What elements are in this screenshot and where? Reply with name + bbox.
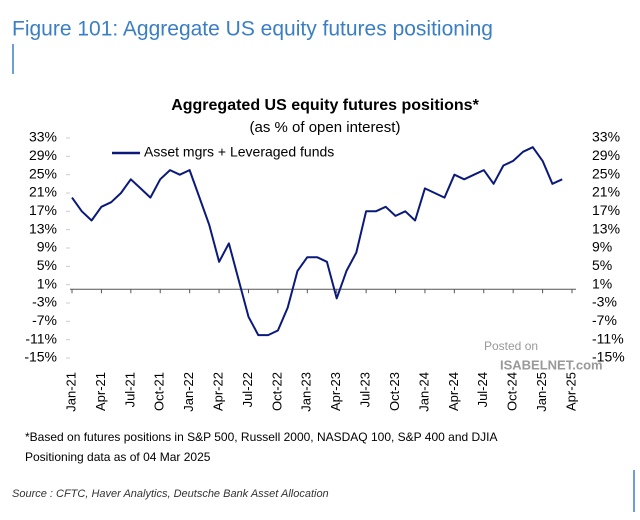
y-tick-label: -11%: [25, 330, 57, 346]
y2-tick-label: -3%: [592, 294, 617, 310]
watermark: Posted on: [484, 339, 538, 353]
y-tick-label: 21%: [29, 184, 57, 200]
y-tick-label: 13%: [29, 220, 57, 236]
series-line: [71, 146, 563, 337]
x-tick-label: Jan-23: [299, 372, 314, 412]
y2-tick-label: -15%: [592, 349, 625, 365]
x-tick-label: Jan-25: [534, 372, 549, 412]
source: Source : CFTC, Haver Analytics, Deutsche…: [12, 488, 329, 500]
y2-tick-label: 25%: [592, 165, 620, 181]
x-tick-label: Jan-24: [416, 372, 431, 412]
x-tick-label: Apr-23: [328, 372, 343, 411]
y2-tick-label: 29%: [592, 147, 620, 163]
y2-tick-label: 5%: [592, 257, 612, 273]
x-tick-label: Apr-25: [563, 372, 578, 411]
x-tick-label: Oct-22: [269, 372, 284, 411]
x-tick-label: Oct-23: [387, 372, 402, 411]
y2-tick-label: 1%: [592, 275, 612, 291]
chart-subtitle: (as % of open interest): [250, 119, 401, 136]
x-tick-label: Jan-21: [63, 372, 78, 412]
chart-title: Aggregated US equity futures positions*: [171, 97, 479, 114]
x-tick-label: Jul-24: [475, 372, 490, 407]
y2-tick-label: 13%: [592, 220, 620, 236]
legend-label: Asset mgrs + Leveraged funds: [144, 144, 334, 160]
y2-tick-label: 9%: [592, 239, 612, 255]
y-tick-label: 29%: [29, 147, 57, 163]
y-tick-label: 9%: [37, 239, 57, 255]
y-tick-label: -15%: [24, 349, 57, 365]
y2-tick-label: -7%: [592, 312, 617, 328]
footnote: *Based on futures positions in S&P 500, …: [25, 430, 498, 444]
y-tick-label: -3%: [32, 294, 57, 310]
y-tick-label: 33%: [29, 129, 57, 145]
y-tick-label: 1%: [37, 275, 57, 291]
x-tick-label: Oct-21: [152, 372, 167, 411]
x-tick-label: Jul-23: [358, 372, 373, 407]
x-tick-label: Jul-22: [240, 372, 255, 407]
y-tick-label: 25%: [29, 165, 57, 181]
x-tick-label: Jul-21: [122, 372, 137, 407]
y2-tick-label: 17%: [592, 202, 620, 218]
y-tick-label: -7%: [32, 312, 57, 328]
x-tick-label: Apr-24: [446, 372, 461, 411]
note: Positioning data as of 04 Mar 2025: [25, 450, 211, 464]
x-tick-label: Apr-22: [210, 372, 225, 411]
y2-tick-label: 33%: [592, 129, 620, 145]
watermark: ISABELNET.com: [500, 357, 603, 372]
x-tick-label: Oct-24: [505, 372, 520, 411]
figure-title: Figure 101: Aggregate US equity futures …: [12, 18, 493, 41]
y2-tick-label: 21%: [592, 184, 620, 200]
y-tick-label: 17%: [29, 202, 57, 218]
x-tick-label: Apr-21: [93, 372, 108, 411]
x-tick-label: Jan-22: [181, 372, 196, 412]
y2-tick-label: -11%: [592, 330, 624, 346]
y-tick-label: 5%: [37, 257, 57, 273]
